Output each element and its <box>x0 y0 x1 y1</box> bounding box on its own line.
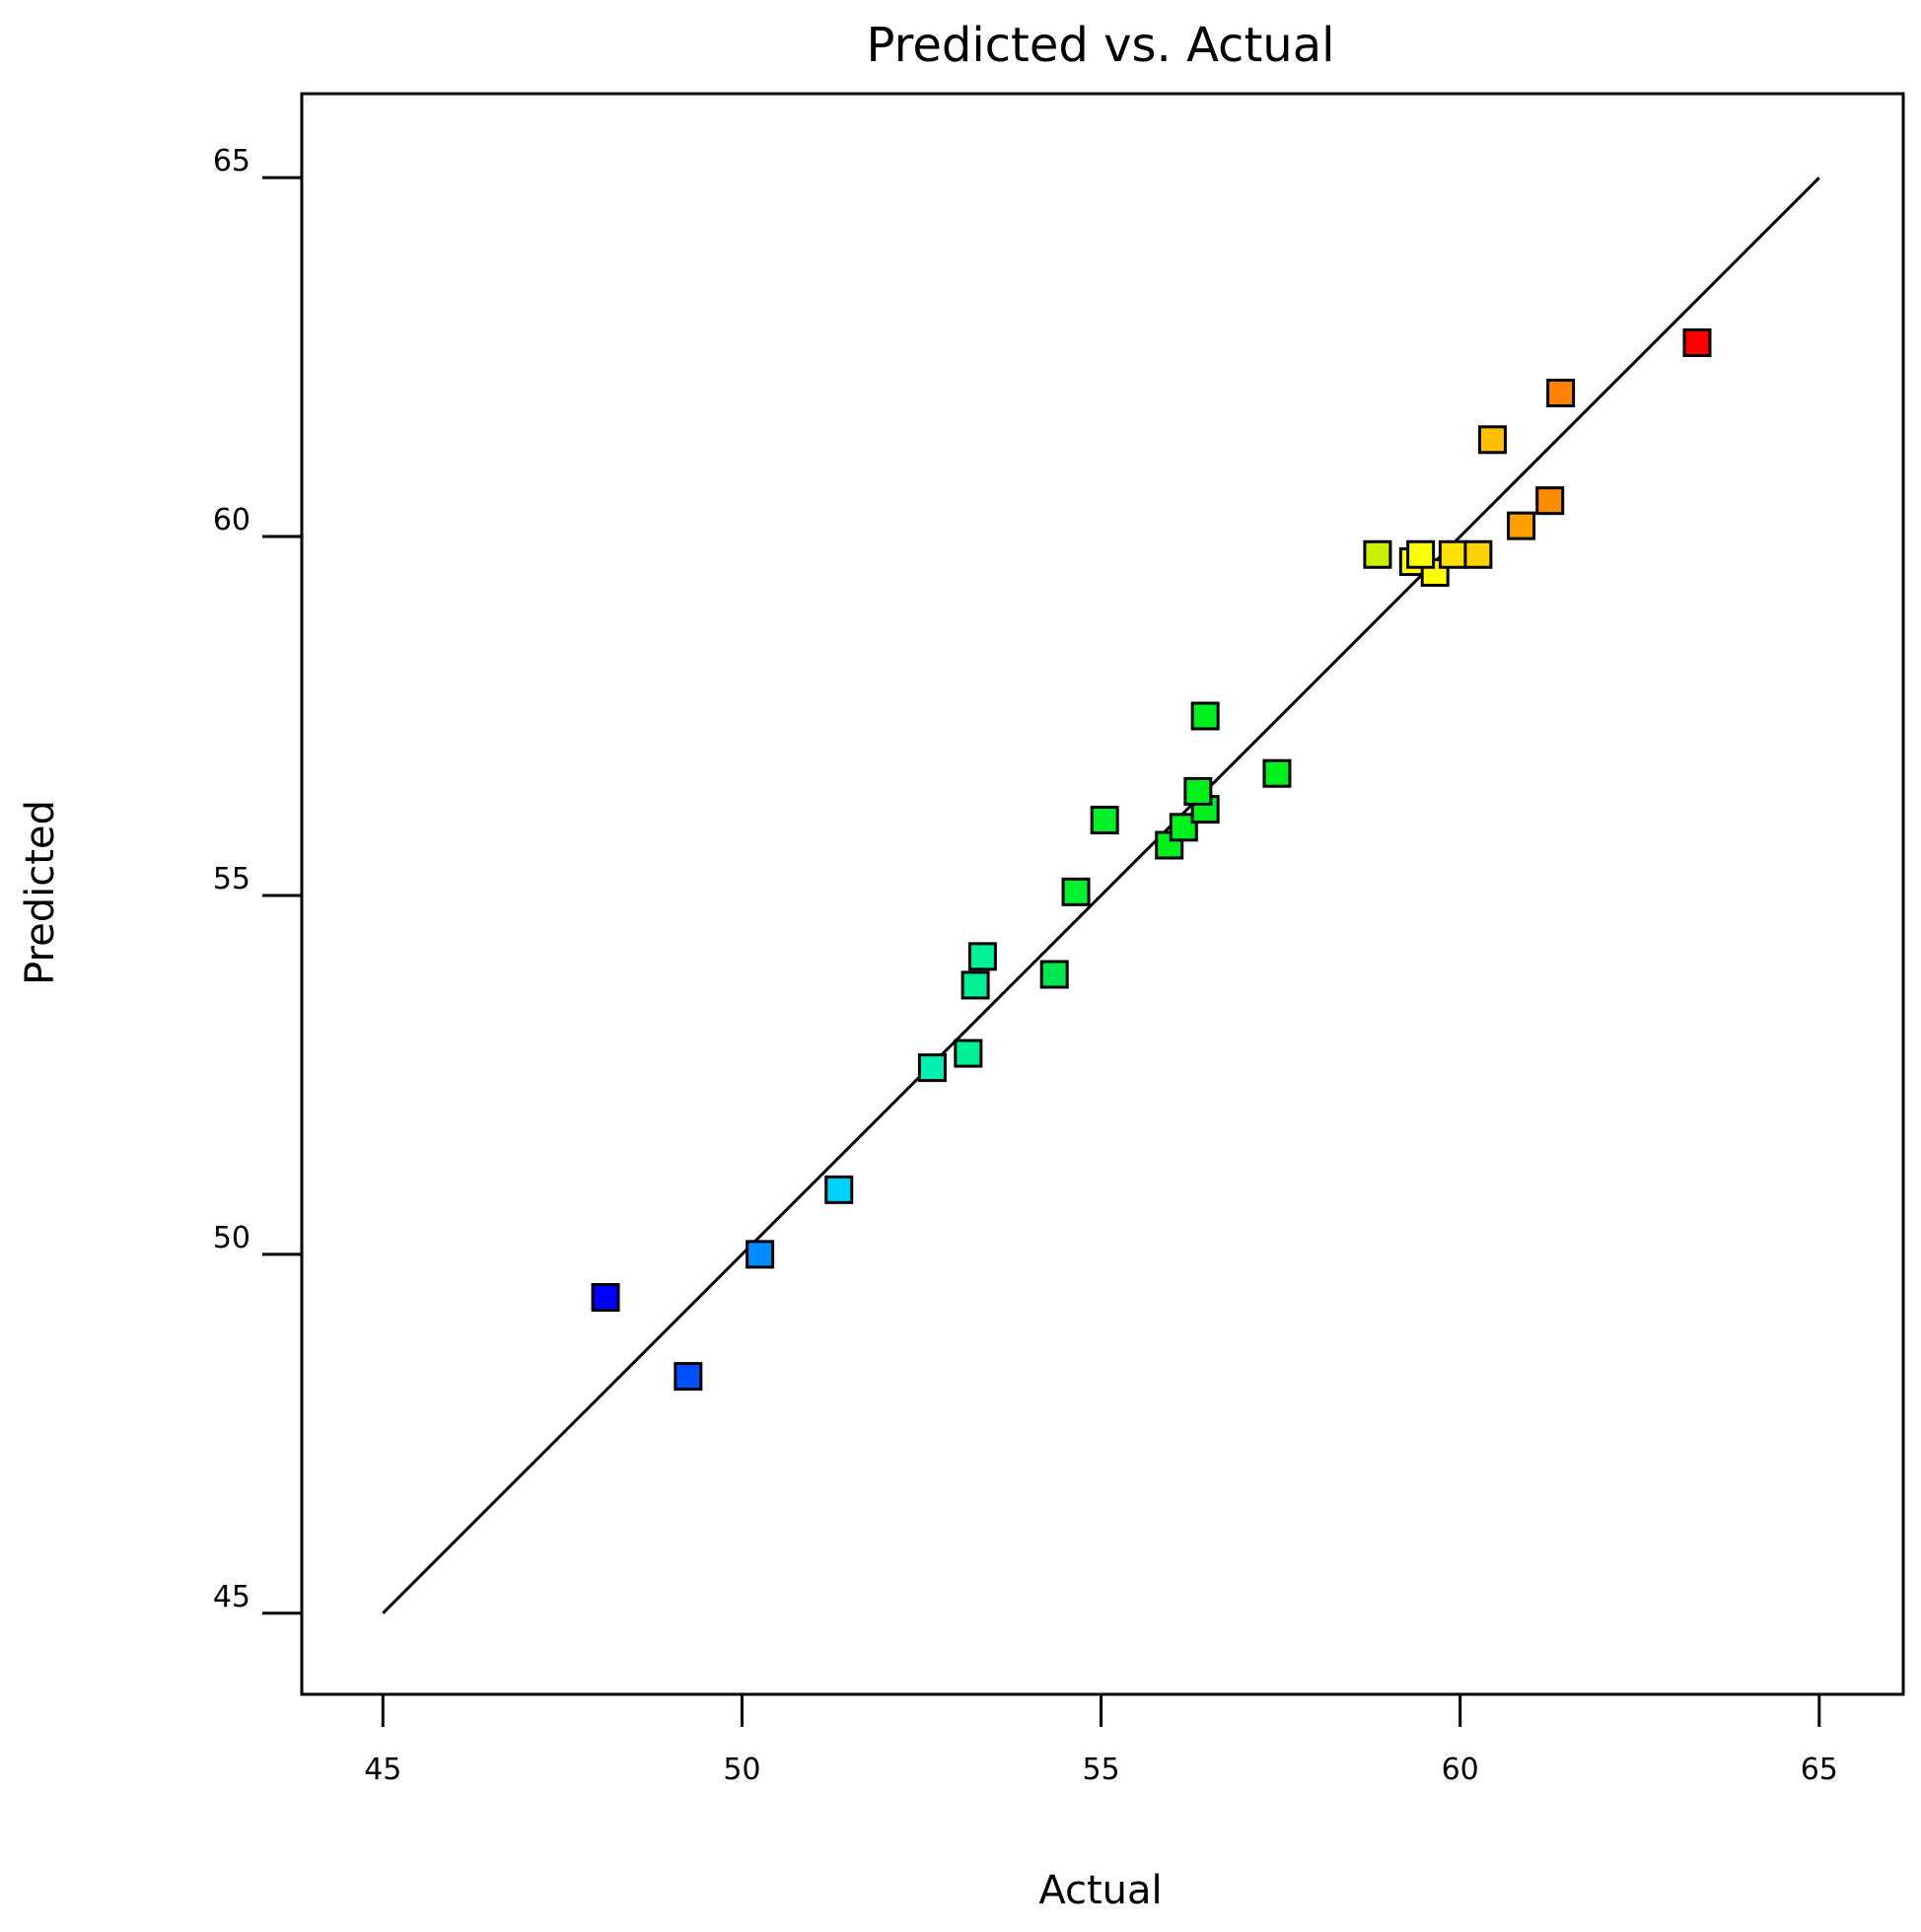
data-point <box>1406 539 1436 569</box>
y-tick-label: 50 <box>213 1221 250 1255</box>
x-tick-label: 60 <box>1442 1753 1479 1787</box>
data-points <box>591 328 1712 1392</box>
data-point <box>674 1362 703 1392</box>
data-point <box>1438 539 1467 569</box>
y-axis: 45 50 55 60 65 <box>213 144 302 1615</box>
data-point <box>1183 776 1213 806</box>
data-point <box>1546 378 1576 407</box>
y-tick-label: 55 <box>213 862 250 896</box>
data-point <box>967 942 997 971</box>
data-point <box>1061 877 1091 906</box>
y-tick-label: 45 <box>213 1580 250 1614</box>
chart-title: Predicted vs. Actual <box>867 18 1335 73</box>
x-axis: 45 50 55 60 65 <box>364 1694 1838 1787</box>
x-tick-label: 65 <box>1801 1753 1838 1787</box>
x-tick-label: 50 <box>723 1753 760 1787</box>
data-point <box>824 1175 854 1204</box>
x-tick-label: 55 <box>1082 1753 1119 1787</box>
data-point <box>1363 539 1392 569</box>
data-point <box>1463 539 1493 569</box>
data-point <box>1190 701 1220 731</box>
data-point <box>1262 758 1292 788</box>
data-point <box>591 1283 620 1313</box>
y-axis-label: Predicted <box>18 800 63 985</box>
data-point <box>1477 425 1507 455</box>
data-point <box>917 1053 947 1083</box>
x-axis-label: Actual <box>1038 1868 1162 1913</box>
data-point <box>746 1240 775 1269</box>
x-tick-label: 45 <box>364 1753 401 1787</box>
data-point <box>1535 486 1565 516</box>
data-point <box>1682 328 1712 358</box>
y-tick-label: 65 <box>213 144 250 179</box>
data-point <box>1039 960 1069 989</box>
reference-line <box>382 177 1820 1614</box>
y-tick-label: 60 <box>213 503 250 537</box>
data-point <box>954 1038 983 1068</box>
data-point <box>960 970 990 1000</box>
data-point <box>1090 806 1119 835</box>
data-point <box>1507 511 1536 540</box>
